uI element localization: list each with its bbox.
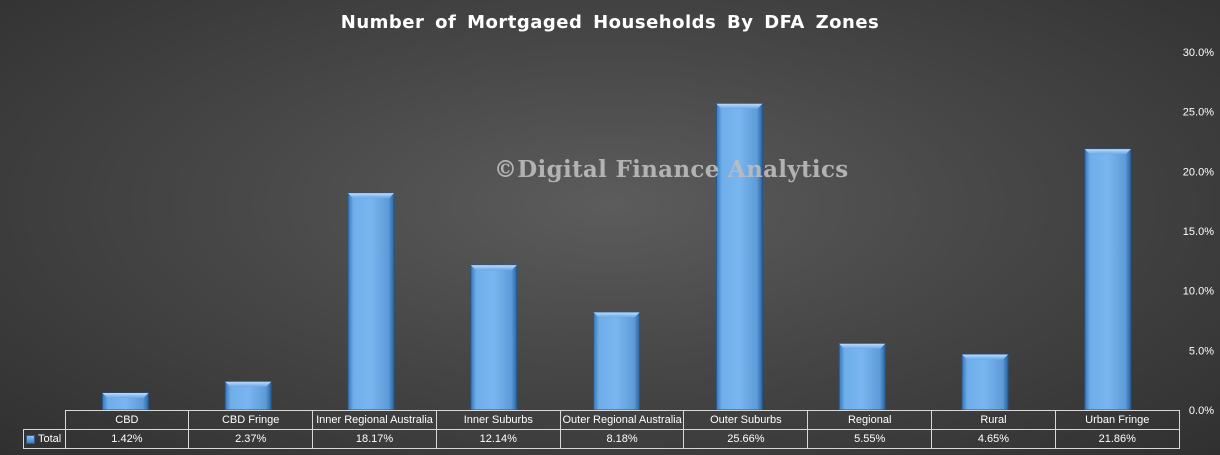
data-table: CBD CBD Fringe Inner Regional Australia Inn… xyxy=(23,410,1180,449)
bar-body xyxy=(593,311,641,411)
bar-rural xyxy=(961,354,1009,411)
legend-key xyxy=(26,434,35,444)
bar-cap xyxy=(839,343,886,349)
y-tick-label: 20.0% xyxy=(1183,166,1214,178)
bar-cap xyxy=(470,265,517,271)
bar-cap xyxy=(716,103,763,109)
bar-inner-suburbs xyxy=(470,264,518,411)
category-row: CBD CBD Fringe Inner Regional Australia Inn… xyxy=(23,410,1180,430)
value-cell: 1.42% xyxy=(64,429,190,449)
y-tick-label: 10.0% xyxy=(1183,286,1214,298)
bar-body xyxy=(347,192,395,411)
category-cell: Inner Suburbs xyxy=(435,410,561,430)
bar-regional xyxy=(838,343,886,411)
y-tick-label: 15.0% xyxy=(1183,226,1214,238)
y-tick-label: 25.0% xyxy=(1183,107,1214,119)
value-cell: 18.17% xyxy=(312,429,437,449)
bar-cap xyxy=(962,354,1008,360)
category-cell: Inner Regional Australia xyxy=(312,410,437,430)
value-cell: 8.18% xyxy=(559,429,685,449)
bar-urban-fringe xyxy=(1084,148,1132,411)
bar-cap xyxy=(348,193,394,199)
bar-inner-regional-australia xyxy=(347,192,395,411)
value-cell: 5.55% xyxy=(807,429,933,449)
category-cell: Outer Regional Australia xyxy=(559,410,685,430)
bar-outer-suburbs xyxy=(715,103,763,411)
y-axis-ticks: 0.0% 5.0% 10.0% 15.0% 20.0% 25.0% 30.0% xyxy=(1183,47,1214,417)
chart-title: Number of Mortgaged Households By DFA Zo… xyxy=(340,12,880,33)
bar-cbd-fringe xyxy=(224,381,272,411)
bar-cap xyxy=(593,312,640,318)
category-cell: CBD Fringe xyxy=(188,410,314,430)
bar-cap xyxy=(102,393,149,399)
bar-body xyxy=(715,103,763,411)
bars-group xyxy=(101,103,1132,411)
bar-cap xyxy=(225,381,272,387)
category-cell: Rural xyxy=(931,410,1056,430)
series-label-cell: Total xyxy=(23,429,66,449)
bar-cbd xyxy=(101,392,149,411)
y-tick-label: 0.0% xyxy=(1189,405,1214,417)
y-tick-label: 30.0% xyxy=(1183,47,1214,59)
value-cell: 4.65% xyxy=(931,429,1056,449)
bar-body xyxy=(838,343,886,411)
value-cell: 12.14% xyxy=(435,429,561,449)
value-cell: 2.37% xyxy=(188,429,314,449)
bar-body xyxy=(1084,148,1132,411)
category-cell: CBD xyxy=(64,410,190,430)
value-cell: 25.66% xyxy=(683,429,809,449)
category-cell: Urban Fringe xyxy=(1054,410,1180,430)
bar-body xyxy=(961,354,1009,411)
bar-cap xyxy=(1084,149,1131,155)
category-cell: Regional xyxy=(807,410,933,430)
category-cell: Outer Suburbs xyxy=(683,410,809,430)
y-tick-label: 5.0% xyxy=(1189,345,1214,357)
bar-body xyxy=(470,264,518,411)
value-cell: 21.86% xyxy=(1054,429,1180,449)
series-name: Total xyxy=(38,433,62,445)
watermark: ©Digital Finance Analytics xyxy=(494,156,849,183)
values-row: Total 1.42% 2.37% 18.17% 12.14% 8.18% 25.66% 5… xyxy=(23,429,1180,449)
bar-outer-regional-australia xyxy=(593,311,641,411)
